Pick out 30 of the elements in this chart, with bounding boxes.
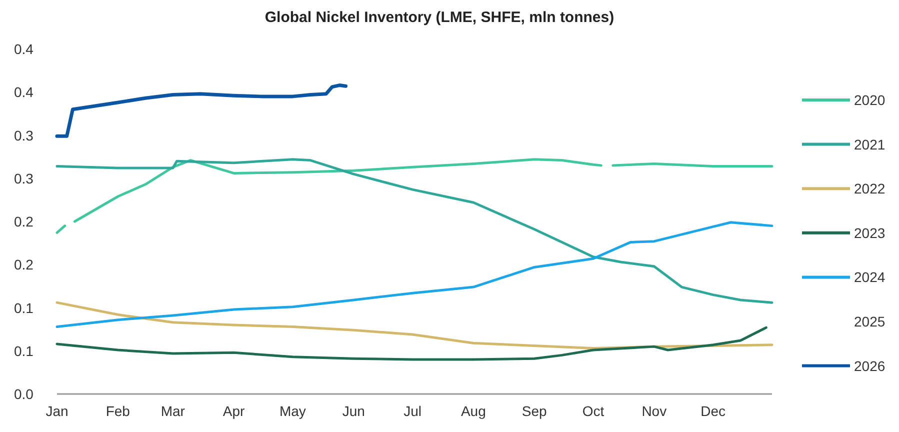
x-tick-label: Jun [342, 403, 365, 419]
x-tick-label: Mar [160, 403, 186, 419]
y-tick-label: 0.4 [14, 84, 34, 100]
legend-label: 2023 [854, 224, 886, 241]
chart-title: Global Nickel Inventory (LME, SHFE, mln tonnes) [264, 9, 614, 26]
y-tick-label: 0.1 [14, 342, 34, 359]
x-tick-label: Dec [700, 403, 726, 419]
y-tick-label: 0.1 [14, 300, 34, 316]
y-tick-label: 0.3 [14, 127, 34, 144]
line-series [55, 83, 348, 138]
x-tick-label: Oct [582, 403, 604, 419]
x-tick-label: Jul [404, 403, 422, 419]
text: 2025 [854, 314, 886, 330]
legend-label: 2022 [854, 180, 886, 197]
x-tick-label: Aug [460, 403, 486, 419]
legend-label: 2026 [854, 358, 886, 374]
x-tick-label: May [279, 403, 306, 419]
x-tick-label: Sep [522, 403, 547, 419]
legend-label: 2020 [854, 92, 886, 108]
x-tick-label: Nov [642, 403, 667, 419]
legend-label: 2021 [854, 136, 886, 152]
y-tick-label: 0.3 [14, 170, 34, 186]
x-tick-label: Feb [106, 403, 130, 419]
y-tick-label: 0.4 [14, 41, 34, 57]
legend-label: 2024 [854, 269, 886, 286]
x-tick-label: Jan [46, 403, 68, 419]
y-tick-label: 0.0 [14, 386, 34, 402]
x-tick-label: Apr [222, 403, 246, 419]
y-tick-label: 0.2 [14, 256, 34, 273]
y-tick-label: 0.2 [14, 214, 34, 230]
